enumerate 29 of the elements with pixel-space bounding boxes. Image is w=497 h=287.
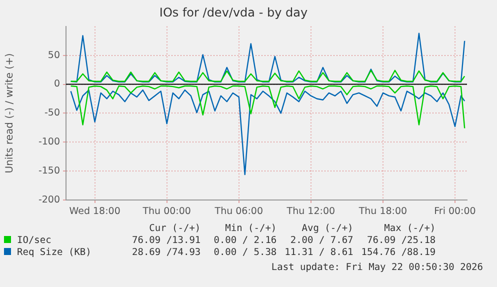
y-tick-label: 50: [48, 50, 60, 61]
text: Cur (-/+): [148, 222, 202, 234]
text: 2.00 / 7.67: [289, 234, 354, 246]
chart-title: IOs for /dev/vda - by day: [159, 5, 308, 20]
x-tick-label: Wed 18:00: [69, 206, 120, 218]
text: 0.00 / 5.38: [212, 246, 278, 258]
text: Min (-/+): [224, 222, 278, 234]
y-axis-title: Units read (-) / write (+): [4, 53, 16, 174]
y-tick-label: -100: [38, 136, 60, 148]
x-tick-label: Thu 06:00: [214, 206, 264, 218]
text: 154.76 /88.19: [360, 246, 437, 258]
text: Last update: Fri May 22 00:50:30 2026: [271, 262, 483, 273]
text: 11.31 / 8.61: [284, 246, 354, 258]
text: Avg (-/+): [300, 222, 354, 234]
y-tick-label: 0: [54, 78, 60, 90]
legend-label: Req Size (KB): [16, 246, 92, 258]
y-tick-label: -50: [44, 108, 60, 119]
x-tick-label: Thu 12:00: [286, 206, 336, 218]
y-tick-label: -200: [38, 194, 60, 206]
legend-label: IO/sec: [16, 234, 52, 246]
y-tick-label: -150: [38, 166, 60, 177]
x-tick-label: Thu 00:00: [142, 206, 191, 218]
x-tick-label: Fri 00:00: [434, 206, 476, 218]
text: 76.09 /13.91: [131, 234, 202, 246]
text: Max (-/+): [383, 222, 437, 234]
text: 28.69 /74.93: [131, 246, 202, 258]
x-tick-label: Thu 18:00: [358, 206, 408, 218]
text: 0.00 / 2.16: [212, 234, 278, 246]
text: 76.09 /25.18: [366, 234, 437, 246]
